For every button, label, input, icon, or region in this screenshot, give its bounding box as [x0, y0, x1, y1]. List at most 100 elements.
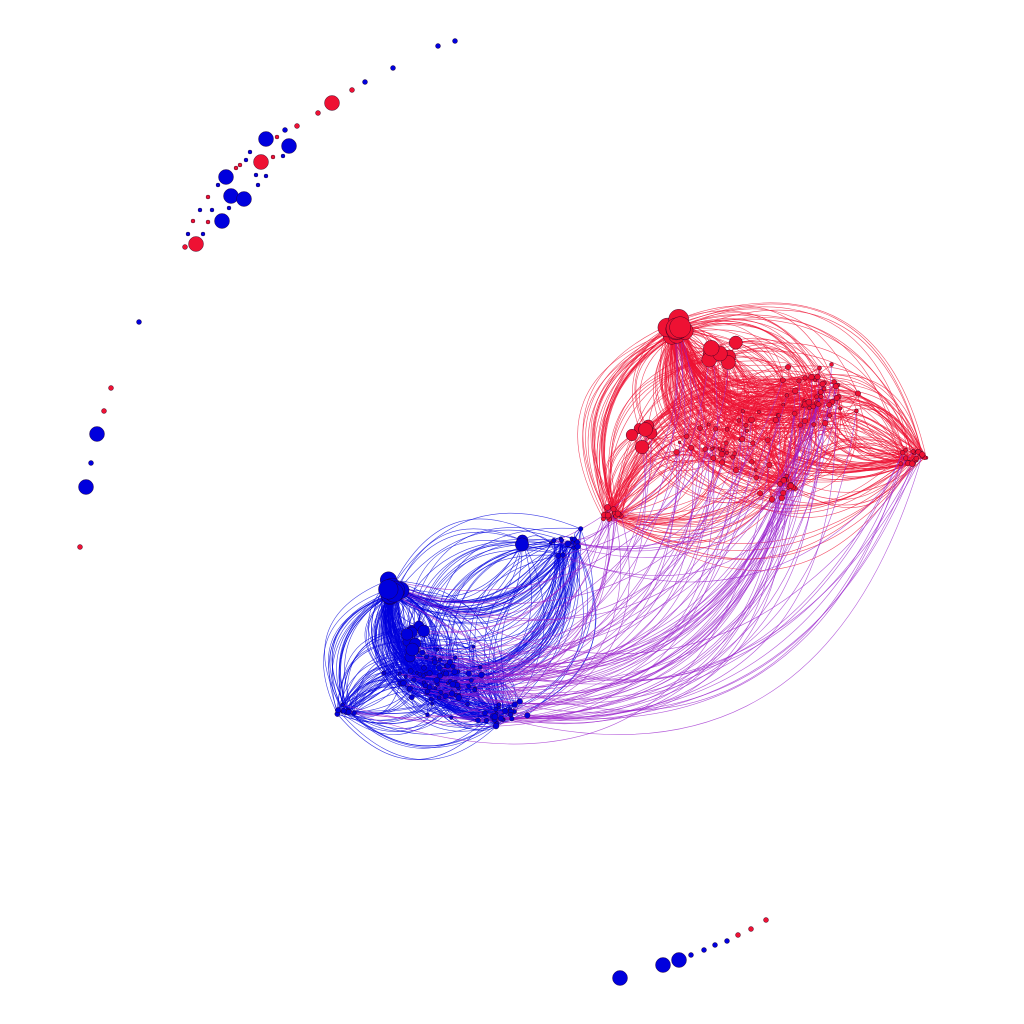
- node: [280, 153, 286, 159]
- node: [437, 657, 443, 662]
- edge: [412, 540, 577, 657]
- node: [551, 538, 557, 544]
- node: [910, 448, 916, 454]
- node: [898, 461, 904, 467]
- node: [814, 394, 820, 400]
- edge: [337, 641, 408, 711]
- node: [913, 455, 919, 462]
- bridge-edge: [455, 515, 610, 683]
- bridge-edge: [412, 439, 768, 655]
- bridge-edge: [399, 396, 839, 694]
- node: [270, 154, 276, 160]
- node: [706, 422, 711, 427]
- bridge-edge: [400, 380, 784, 604]
- edge: [607, 419, 777, 521]
- edge: [690, 412, 915, 462]
- node: [743, 423, 749, 428]
- edge: [331, 594, 391, 715]
- bridge-edge: [388, 452, 903, 682]
- bridge-edge: [388, 460, 915, 655]
- node: [683, 433, 690, 440]
- node: [516, 698, 523, 705]
- node: [511, 701, 518, 708]
- edge: [769, 376, 812, 489]
- bridge-edge: [409, 513, 615, 658]
- node: [345, 709, 352, 715]
- node: [243, 157, 249, 163]
- edge: [337, 694, 457, 735]
- node: [282, 127, 288, 133]
- edge: [447, 540, 554, 666]
- bridge-edge: [457, 433, 652, 686]
- node: [712, 942, 718, 948]
- node: [478, 665, 483, 670]
- node: [324, 95, 340, 111]
- bridge-edge: [500, 483, 781, 724]
- edge: [337, 587, 403, 711]
- bridge-edge: [403, 413, 795, 704]
- edge: [683, 330, 791, 487]
- edge: [790, 451, 918, 508]
- node: [417, 624, 430, 638]
- edge: [393, 592, 500, 705]
- edge: [474, 540, 565, 690]
- edge: [585, 328, 677, 517]
- bridge-edge: [474, 448, 715, 692]
- bridge-edge: [451, 453, 735, 719]
- node: [335, 707, 341, 714]
- node: [717, 446, 722, 451]
- node: [437, 672, 443, 679]
- edge: [592, 320, 678, 520]
- edge: [805, 398, 920, 454]
- edge: [671, 334, 801, 426]
- node: [724, 427, 730, 432]
- node: [491, 713, 499, 720]
- node: [236, 191, 252, 207]
- node: [818, 394, 824, 399]
- edge: [607, 383, 859, 517]
- node: [723, 440, 729, 446]
- node: [724, 938, 730, 944]
- bridge-edge: [388, 448, 713, 591]
- edge: [604, 329, 677, 510]
- node: [792, 387, 799, 395]
- node: [237, 162, 243, 168]
- bridge-edge: [439, 512, 615, 698]
- node: [733, 467, 739, 474]
- node: [549, 541, 553, 545]
- node: [436, 664, 443, 671]
- bridge-edge: [493, 404, 806, 718]
- node: [750, 440, 756, 446]
- node: [89, 426, 105, 442]
- node: [757, 490, 763, 497]
- node: [729, 335, 743, 350]
- node: [465, 670, 472, 677]
- node: [710, 455, 717, 461]
- node: [190, 218, 196, 224]
- node: [215, 182, 221, 188]
- node: [405, 642, 419, 657]
- edge: [802, 398, 923, 457]
- edge: [342, 587, 408, 712]
- node: [502, 708, 509, 715]
- node: [482, 710, 488, 716]
- node: [209, 207, 215, 213]
- nodes: [77, 38, 929, 986]
- node: [604, 512, 612, 519]
- edge: [664, 327, 781, 485]
- node: [108, 385, 114, 391]
- node: [713, 426, 719, 432]
- bridge-edge: [505, 463, 902, 719]
- edge: [458, 687, 496, 711]
- node: [205, 194, 211, 200]
- edge: [648, 425, 910, 509]
- node: [448, 690, 456, 697]
- node: [635, 440, 650, 455]
- node: [214, 213, 230, 229]
- edge: [690, 447, 906, 506]
- node: [798, 422, 804, 428]
- edge: [676, 309, 923, 455]
- node: [255, 182, 261, 188]
- node: [719, 459, 726, 466]
